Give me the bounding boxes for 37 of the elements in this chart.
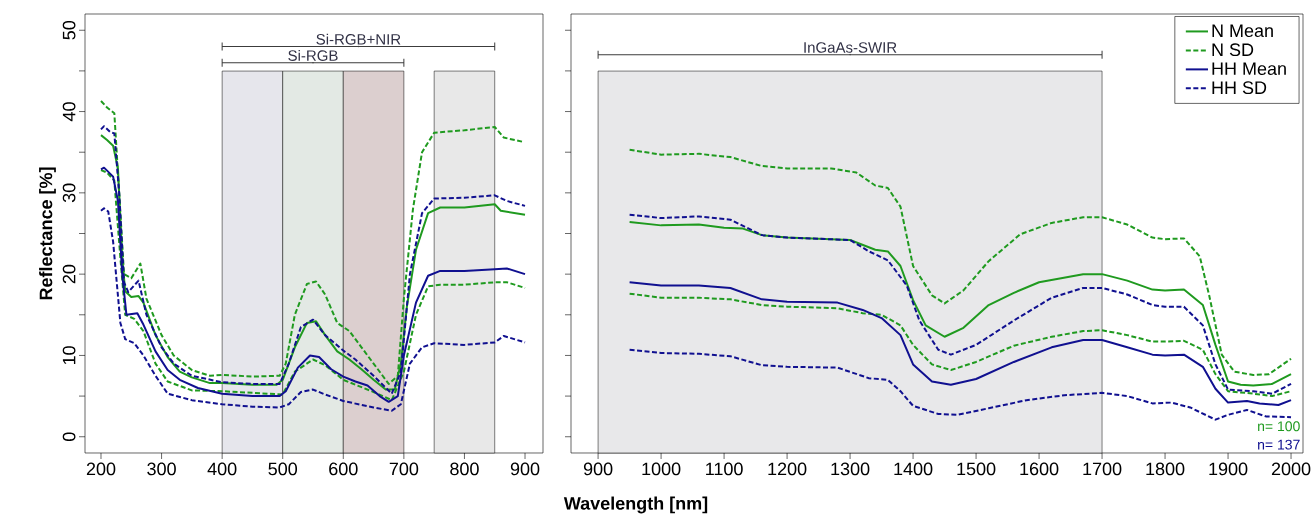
x-tick-label: 200: [86, 462, 116, 476]
annotation: Si-RGB+NIR: [316, 33, 401, 45]
legend-label: HH SD: [1212, 81, 1267, 95]
x-tick-label: 300: [147, 462, 176, 476]
x-tick-label: 800: [450, 462, 479, 476]
y-tick-label: 0: [62, 432, 76, 442]
x-tick-label: 600: [329, 462, 358, 476]
legend-label: HH Mean: [1212, 62, 1286, 76]
annotation: n= 100: [1258, 421, 1300, 432]
x-tick-label: 500: [268, 462, 298, 476]
x-tick-label: 1500: [957, 462, 996, 476]
x-tick-label: 1600: [1020, 462, 1059, 476]
x-tick-label: 1900: [1209, 462, 1248, 476]
x-tick-label: 1100: [706, 462, 743, 476]
x-tick-label: 1300: [831, 462, 870, 476]
y-axis-title: Reflectance [%]: [39, 167, 56, 300]
x-tick-label: 900: [583, 462, 613, 476]
y-tick-label: 50: [62, 20, 76, 40]
x-tick-label: 900: [510, 462, 540, 476]
y-tick-label: 10: [62, 346, 76, 365]
annotation: InGaAs-SWIR: [804, 42, 897, 53]
y-tick-label: 30: [62, 183, 76, 203]
annotation: Si-RGB: [288, 49, 338, 61]
legend-label: N Mean: [1212, 24, 1273, 38]
x-axis-title: Wavelength [nm]: [563, 496, 708, 514]
x-tick-label: 400: [207, 462, 237, 476]
x-tick-label: 1000: [642, 462, 681, 476]
x-tick-label: 700: [389, 462, 419, 476]
x-tick-label: 2000: [1271, 462, 1311, 476]
x-tick-label: 1800: [1146, 462, 1185, 476]
x-tick-label: 1400: [894, 462, 933, 476]
y-tick-label: 40: [62, 102, 76, 122]
x-tick-label: 1200: [768, 462, 807, 476]
y-tick-label: 20: [62, 264, 76, 284]
legend-label: N SD: [1212, 43, 1254, 57]
x-tick-label: 1700: [1083, 462, 1122, 476]
annotation: n= 137: [1258, 439, 1300, 450]
